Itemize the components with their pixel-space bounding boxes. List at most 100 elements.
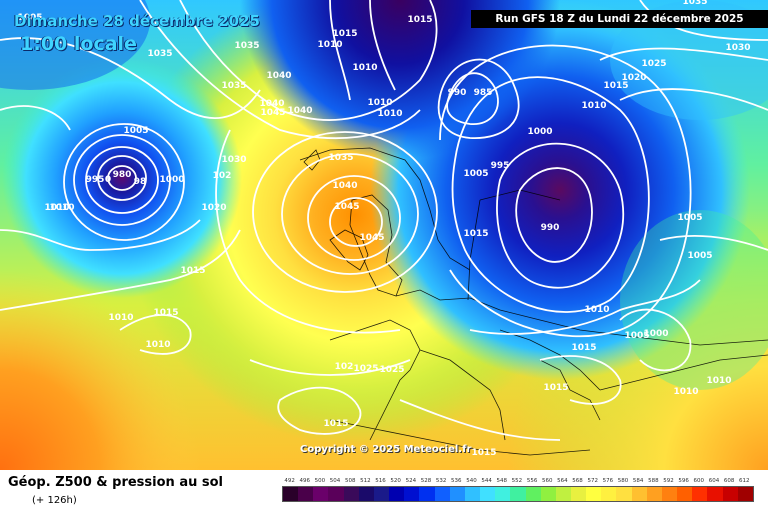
legend-swatch [298,487,314,501]
isobar-label: 995 [86,175,105,185]
local-time: 1:00 locale [20,33,137,55]
isobar-label: 1030 [221,155,246,165]
legend-label: 532 [435,478,447,484]
isobar-label: 1015 [332,29,357,39]
isobar-label: 1005 [463,169,488,179]
isobar-label: 1040 [259,99,284,109]
legend-label: 556 [526,478,538,484]
legend-label: 564 [557,478,568,484]
isobar-label: 1010 [44,203,69,213]
legend-swatch [510,487,526,501]
legend-label: 544 [481,478,492,484]
isobar-label: 985 [474,88,493,98]
isobar-label: 1025 [379,365,404,375]
isobar-label: 990 [541,223,560,233]
legend-swatch [692,487,708,501]
isobar-label: 1010 [145,340,170,350]
run-info: Run GFS 18 Z du Lundi 22 décembre 2025 [471,10,768,28]
isobar-label: 1040 [332,181,357,191]
legend-swatch [313,487,329,501]
isobar-label: 1010 [367,98,392,108]
legend-swatch [525,487,541,501]
isobar-label: 1000 [527,127,552,137]
isobar-label: 1035 [234,41,259,51]
isobar-label: 1000 [159,175,184,185]
isobars [0,0,768,440]
legend-label: 540 [466,478,477,484]
legend-swatch [586,487,602,501]
isobar-label: 1005 [17,13,42,23]
valid-date: Dimanche 28 décembre 2025 [14,12,260,30]
isobar-label: 1015 [603,81,628,91]
legend-swatch [389,487,405,501]
legend-label: 584 [632,478,644,484]
isobar-label: 1010 [108,313,133,323]
legend-label: 576 [602,478,614,484]
legend-swatch [540,487,556,501]
legend-swatches [282,486,754,502]
isobar-label: 1035 [221,81,246,91]
legend-label: 528 [420,478,432,484]
isobar-label: 102 [213,171,232,181]
legend-swatch [601,487,617,501]
legend-swatch [570,487,587,501]
isobar-label: 1010 [317,40,342,50]
legend-label: 500 [314,478,326,484]
isobar-label: 1025 [353,364,378,374]
legend-swatch [677,487,693,501]
isobar-label: 1015 [323,419,348,429]
legend-label: 604 [708,478,720,484]
isobar-label: 1040 [266,71,291,81]
isobar-label: 1005 [624,331,649,341]
isobar-label: 1005 [677,213,702,223]
legend-swatch [480,487,496,501]
legend-label: 524 [405,478,417,484]
legend-swatch [328,487,344,501]
legend-label: 496 [299,478,310,484]
isobar-label: 1035 [328,153,353,163]
copyright: Copyright © 2025 Meteociel.fr [300,444,472,455]
isobar-label: 1025 [641,59,666,69]
isobar-label: 980 [113,170,132,180]
legend-swatch [419,487,435,501]
legend-label: 516 [375,478,386,484]
legend-label: 572 [587,478,598,484]
legend-label: 548 [496,478,508,484]
legend-label: 580 [617,478,629,484]
legend-swatch [737,487,753,501]
footer-bar: Géop. Z500 & pression au sol (+ 126h) 49… [0,470,768,512]
product-title: Géop. Z500 & pression au sol [8,475,223,490]
isobar-label: 1015 [407,15,432,25]
legend-swatch [631,487,647,501]
isobar-label: 1045 [359,233,384,243]
isobar-label: 1005 [123,126,148,136]
legend-swatch [646,487,662,501]
isobar-label: 1020 [201,203,226,213]
legend-swatch [722,487,738,501]
legend-label: 568 [572,478,583,484]
isobar-label: 1010 [581,101,606,111]
legend-swatch [283,487,299,501]
legend-swatch [495,487,511,501]
isobar-label: 995 [491,161,510,171]
legend-swatch [555,487,571,501]
isobar-label: 102 [335,362,354,372]
isobar-label: 1005 [687,251,712,261]
isobar-label: 1010 [706,376,731,386]
legend-swatch [616,487,632,501]
isobar-label: 1030 [725,43,750,53]
legend-label: 608 [723,478,735,484]
isobar-label: 990 [448,88,467,98]
isobar-label: 1015 [543,383,568,393]
legend-swatch [449,487,465,501]
legend-label: 508 [344,478,356,484]
isobar-label: 1045 [260,108,285,118]
legend-label: 588 [648,478,659,484]
isobar-label: 1015 [153,308,178,318]
legend-label: 536 [451,478,462,484]
isobar-labels: 1005103510351035101010151015101010101040… [17,0,750,458]
legend-swatch [434,487,450,501]
legend-label: 504 [329,478,341,484]
isobar-label: 1010 [377,109,402,119]
